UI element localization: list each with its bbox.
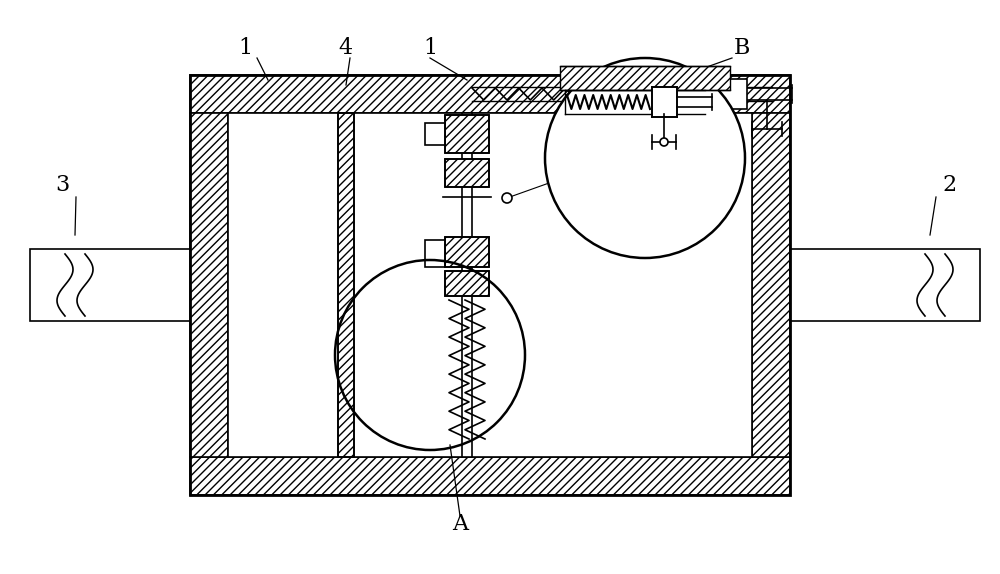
Bar bbox=[445, 115, 489, 153]
Bar bbox=[228, 113, 752, 457]
Text: 1: 1 bbox=[238, 37, 252, 59]
Circle shape bbox=[502, 193, 512, 203]
Bar bbox=[652, 87, 677, 117]
Circle shape bbox=[545, 58, 745, 258]
Bar bbox=[425, 123, 445, 145]
Bar bbox=[445, 237, 489, 267]
Bar bbox=[445, 271, 489, 296]
Text: B: B bbox=[734, 37, 750, 59]
Bar bbox=[752, 113, 790, 457]
Bar bbox=[30, 249, 190, 321]
Bar bbox=[445, 271, 489, 296]
Text: A: A bbox=[452, 513, 468, 535]
Text: 3: 3 bbox=[55, 174, 69, 196]
Bar bbox=[790, 249, 980, 321]
Bar bbox=[560, 66, 730, 90]
Bar bbox=[462, 113, 472, 457]
Bar bbox=[445, 159, 489, 187]
Text: 2: 2 bbox=[943, 174, 957, 196]
Bar bbox=[445, 159, 489, 187]
Bar bbox=[338, 113, 354, 457]
Bar bbox=[338, 113, 354, 457]
Bar bbox=[190, 457, 790, 495]
Bar bbox=[190, 75, 790, 113]
Bar bbox=[445, 237, 489, 267]
Bar bbox=[425, 240, 445, 267]
Text: 4: 4 bbox=[338, 37, 352, 59]
Circle shape bbox=[660, 138, 668, 146]
Bar bbox=[719, 79, 747, 109]
Text: 1: 1 bbox=[423, 37, 437, 59]
Bar bbox=[190, 75, 790, 495]
Bar bbox=[445, 115, 489, 153]
Bar bbox=[190, 113, 228, 457]
